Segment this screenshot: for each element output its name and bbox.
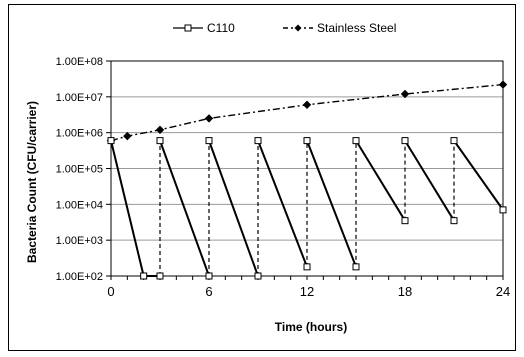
x-tick-label: 24: [496, 284, 510, 299]
c110-line-segment: [257, 140, 308, 268]
y-tick-label: 1.00E+08: [56, 56, 103, 68]
y-tick-label: 1.00E+03: [56, 235, 103, 247]
y-axis-label: Bacteria Count (CFU/carrier): [25, 101, 39, 263]
y-tick-labels: 1.00E+02 1.00E+03 1.00E+04 1.00E+05 1.00E+06…: [56, 56, 103, 283]
stainless-steel-point: [204, 114, 214, 123]
c110-point: [450, 137, 458, 145]
axes: [106, 60, 504, 280]
c110-point: [303, 263, 311, 271]
c110-point: [156, 272, 164, 280]
c110-line-segment: [355, 140, 406, 222]
c110-line-segment: [404, 140, 455, 222]
x-tick-label: 18: [398, 284, 412, 299]
stainless-steel-point: [123, 131, 132, 141]
legend-stainless-steel-label: Stainless Steel: [317, 21, 396, 35]
c110-point: [205, 272, 213, 280]
c110-point: [401, 137, 409, 145]
c110-point: [254, 137, 262, 145]
c110-point: [254, 272, 262, 280]
y-tick-label: 1.00E+02: [56, 271, 103, 283]
legend-stainless-steel-marker: [294, 24, 302, 32]
y-tick-label: 1.00E+07: [56, 92, 103, 104]
x-axis-label: Time (hours): [275, 320, 347, 334]
legend: C110 Stainless Steel: [173, 21, 396, 35]
x-tick-labels: 0 6 12 18 24: [107, 284, 510, 299]
x-tick-label: 6: [205, 284, 212, 299]
c110-point: [499, 206, 507, 214]
y-tick-label: 1.00E+06: [56, 128, 103, 140]
x-tick-label: 12: [300, 284, 314, 299]
c110-point: [107, 137, 115, 145]
stainless-steel-point: [302, 100, 312, 109]
x-tick-label: 0: [107, 284, 114, 299]
c110-point: [303, 137, 311, 145]
c110-line-segment: [110, 140, 145, 277]
legend-c110-marker: [184, 24, 192, 32]
stainless-steel-point: [498, 80, 508, 89]
chart-frame: [8, 4, 516, 351]
c110-point: [140, 272, 148, 280]
c110-line-segment: [306, 140, 357, 268]
c110-line-segment: [453, 140, 504, 211]
stainless-steel-point: [155, 125, 165, 135]
c110-point: [156, 137, 164, 145]
c110-line-segment: [208, 140, 259, 277]
c110-line-segment: [159, 140, 210, 277]
legend-c110-label: C110: [207, 21, 235, 35]
series-layer: [106, 80, 508, 280]
y-tick-label: 1.00E+04: [56, 199, 103, 211]
y-tick-label: 1.00E+05: [56, 164, 103, 176]
c110-point: [401, 217, 409, 225]
c110-point: [450, 217, 458, 225]
stainless-steel-point: [400, 89, 410, 99]
c110-point: [352, 137, 360, 145]
c110-point: [205, 137, 213, 145]
c110-point: [352, 263, 360, 271]
